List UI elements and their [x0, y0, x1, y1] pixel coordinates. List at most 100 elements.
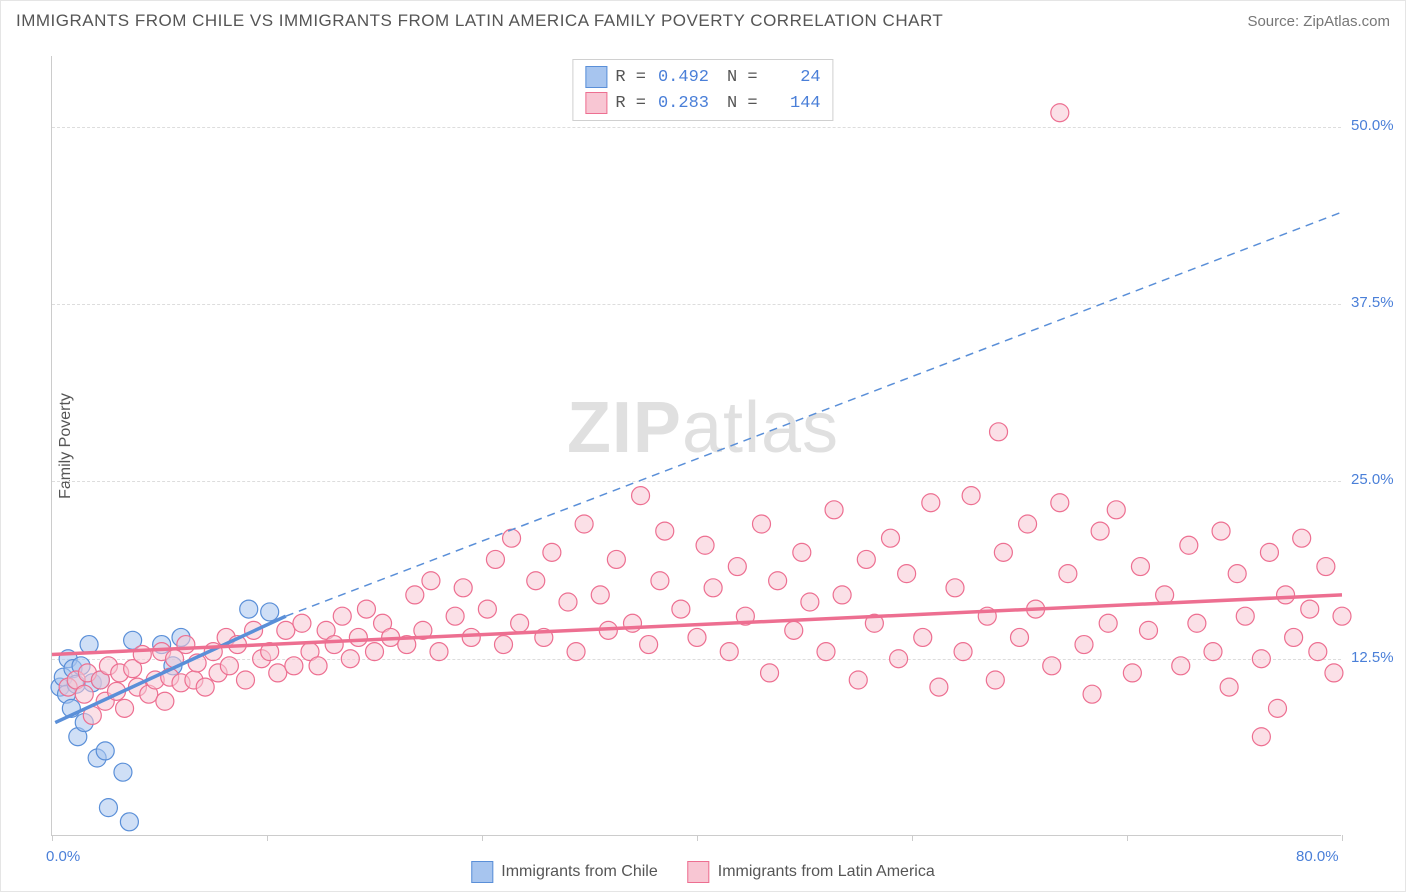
x-tick — [697, 835, 698, 841]
data-point — [478, 600, 496, 618]
data-point — [1269, 699, 1287, 717]
data-point — [704, 579, 722, 597]
x-tick — [1342, 835, 1343, 841]
data-point — [1011, 628, 1029, 646]
legend-r-label: R = — [615, 68, 646, 87]
data-point — [990, 423, 1008, 441]
data-point — [1091, 522, 1109, 540]
data-point — [1333, 607, 1351, 625]
trend-line-dashed — [286, 212, 1342, 616]
legend-swatch — [471, 861, 493, 883]
data-point — [527, 572, 545, 590]
data-point — [651, 572, 669, 590]
data-point — [1325, 664, 1343, 682]
data-point — [1228, 565, 1246, 583]
data-point — [632, 487, 650, 505]
data-point — [769, 572, 787, 590]
data-point — [575, 515, 593, 533]
scatter-svg — [52, 56, 1341, 835]
data-point — [1188, 614, 1206, 632]
data-point — [696, 536, 714, 554]
data-point — [986, 671, 1004, 689]
legend-stats-row: R =0.492N =24 — [585, 64, 820, 90]
data-point — [240, 600, 258, 618]
legend-n-value: 24 — [766, 68, 821, 87]
legend-n-label: N = — [727, 94, 758, 113]
data-point — [486, 550, 504, 568]
legend-series-label: Immigrants from Chile — [501, 863, 657, 881]
data-point — [1252, 650, 1270, 668]
data-point — [898, 565, 916, 583]
data-point — [954, 643, 972, 661]
data-point — [857, 550, 875, 568]
data-point — [325, 636, 343, 654]
data-point — [753, 515, 771, 533]
y-tick-label: 25.0% — [1351, 471, 1394, 488]
data-point — [293, 614, 311, 632]
data-point — [882, 529, 900, 547]
data-point — [116, 699, 134, 717]
data-point — [114, 763, 132, 781]
data-point — [177, 636, 195, 654]
data-point — [1051, 104, 1069, 122]
source-label: Source: ZipAtlas.com — [1247, 13, 1390, 30]
data-point — [793, 543, 811, 561]
data-point — [930, 678, 948, 696]
legend-stats-box: R =0.492N =24R =0.283N =144 — [572, 59, 833, 121]
legend-bottom-item: Immigrants from Latin America — [688, 861, 935, 883]
y-tick-label: 12.5% — [1351, 649, 1394, 666]
legend-bottom-item: Immigrants from Chile — [471, 861, 657, 883]
data-point — [75, 685, 93, 703]
data-point — [720, 643, 738, 661]
data-point — [309, 657, 327, 675]
data-point — [1293, 529, 1311, 547]
data-point — [357, 600, 375, 618]
x-tick — [1127, 835, 1128, 841]
data-point — [1212, 522, 1230, 540]
data-point — [1059, 565, 1077, 583]
data-point — [849, 671, 867, 689]
data-point — [495, 636, 513, 654]
data-point — [890, 650, 908, 668]
data-point — [1099, 614, 1117, 632]
data-point — [1277, 586, 1295, 604]
legend-r-label: R = — [615, 94, 646, 113]
data-point — [1123, 664, 1141, 682]
data-point — [607, 550, 625, 568]
data-point — [237, 671, 255, 689]
legend-bottom: Immigrants from Chile Immigrants from Lat… — [471, 861, 934, 883]
data-point — [1083, 685, 1101, 703]
x-tick — [52, 835, 53, 841]
data-point — [1317, 558, 1335, 576]
data-point — [261, 603, 279, 621]
x-tick-label: 0.0% — [46, 848, 80, 865]
data-point — [1051, 494, 1069, 512]
legend-r-value: 0.492 — [654, 68, 709, 87]
data-point — [1285, 628, 1303, 646]
data-point — [1180, 536, 1198, 554]
data-point — [99, 799, 117, 817]
data-point — [922, 494, 940, 512]
y-tick-label: 37.5% — [1351, 294, 1394, 311]
data-point — [349, 628, 367, 646]
data-point — [133, 645, 151, 663]
data-point — [96, 742, 114, 760]
data-point — [640, 636, 658, 654]
y-tick-label: 50.0% — [1351, 117, 1394, 134]
chart-container: { "title": "IMMIGRANTS FROM CHILE VS IMM… — [0, 0, 1406, 892]
data-point — [277, 621, 295, 639]
data-point — [728, 558, 746, 576]
data-point — [430, 643, 448, 661]
data-point — [341, 650, 359, 668]
data-point — [462, 628, 480, 646]
chart-title: IMMIGRANTS FROM CHILE VS IMMIGRANTS FROM… — [16, 11, 943, 31]
data-point — [962, 487, 980, 505]
legend-stats-row: R =0.283N =144 — [585, 90, 820, 116]
data-point — [656, 522, 674, 540]
data-point — [1075, 636, 1093, 654]
x-tick — [482, 835, 483, 841]
legend-n-value: 144 — [766, 94, 821, 113]
x-tick-label: 80.0% — [1296, 848, 1339, 865]
data-point — [120, 813, 138, 831]
data-point — [994, 543, 1012, 561]
